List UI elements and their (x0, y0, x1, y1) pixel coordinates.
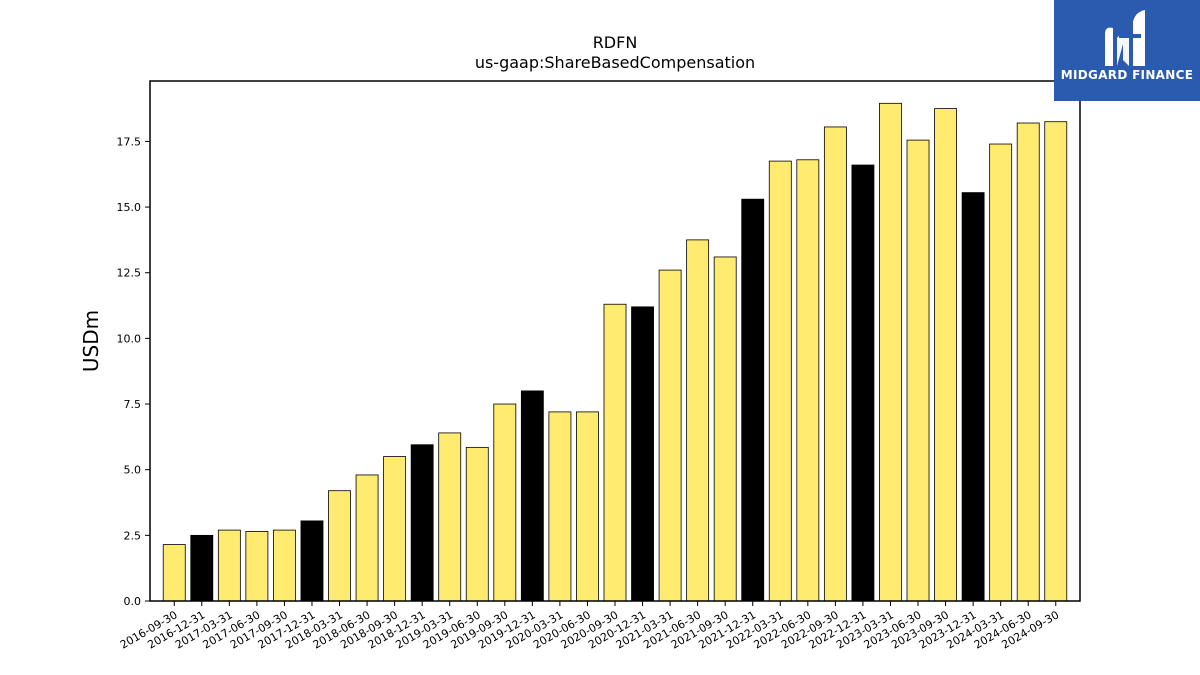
midgard-logo-icon (1105, 10, 1145, 67)
bar-2016-09-30 (162, 544, 186, 602)
bar-2018-03-31 (328, 490, 351, 602)
y-tick-label: 15.0 (117, 201, 142, 214)
bar-series (162, 102, 1068, 602)
bar-2018-06-30 (355, 474, 379, 602)
bar-2022-09-30 (823, 126, 847, 602)
bar-2019-12-31 (520, 390, 544, 602)
bar-2023-12-31 (961, 192, 985, 602)
y-axis-label: USDm (79, 310, 103, 372)
bar-2017-03-31 (217, 529, 241, 602)
bar-2016-12-31 (190, 534, 214, 602)
bar-2020-12-31 (631, 306, 654, 602)
y-axis: 0.0 2.5 5.0 7.5 10.0 12.5 15.0 17.5 (117, 135, 150, 608)
bar-2019-06-30 (465, 446, 489, 602)
bar-2017-06-30 (245, 531, 269, 602)
bar-2024-09-30 (1044, 121, 1068, 602)
chart-subtitle: us-gaap:ShareBasedCompensation (475, 53, 755, 72)
bar-2022-12-31 (851, 164, 875, 602)
bar-2022-03-31 (768, 160, 792, 602)
y-tick-label: 5.0 (124, 464, 142, 477)
y-tick-label: 7.5 (124, 398, 142, 411)
bar-2021-03-31 (658, 269, 682, 602)
bar-2017-09-30 (273, 529, 296, 602)
bar-2024-03-31 (989, 143, 1013, 602)
x-axis: 2016-09-302016-12-312017-03-312017-06-30… (118, 601, 1061, 652)
brand-logo: MIDGARD FINANCE (1054, 0, 1200, 101)
bar-2022-06-30 (796, 159, 820, 602)
y-tick-label: 17.5 (117, 135, 142, 148)
bar-2021-06-30 (686, 239, 710, 602)
bar-2023-06-30 (906, 139, 930, 602)
bar-2021-12-31 (741, 198, 765, 602)
bar-2020-03-31 (548, 411, 572, 602)
bar-2019-09-30 (493, 403, 517, 602)
bar-2019-03-31 (438, 432, 462, 602)
y-tick-label: 2.5 (124, 529, 142, 542)
bar-2018-12-31 (410, 444, 434, 602)
bar-2020-09-30 (603, 303, 627, 602)
y-tick-label: 0.0 (124, 595, 142, 608)
bar-2023-09-30 (934, 108, 957, 602)
y-tick-label: 10.0 (117, 332, 142, 345)
plot-frame (149, 80, 1081, 602)
bar-2018-09-30 (383, 456, 407, 602)
y-tick-label: 12.5 (117, 267, 142, 280)
brand-name: MIDGARD FINANCE (1060, 68, 1194, 82)
bar-2017-12-31 (300, 520, 324, 602)
bar-2024-06-30 (1016, 122, 1040, 602)
bar-2021-09-30 (713, 256, 737, 602)
bar-2020-06-30 (576, 411, 599, 602)
chart-title: RDFN (593, 33, 638, 52)
bar-2023-03-31 (879, 102, 902, 602)
